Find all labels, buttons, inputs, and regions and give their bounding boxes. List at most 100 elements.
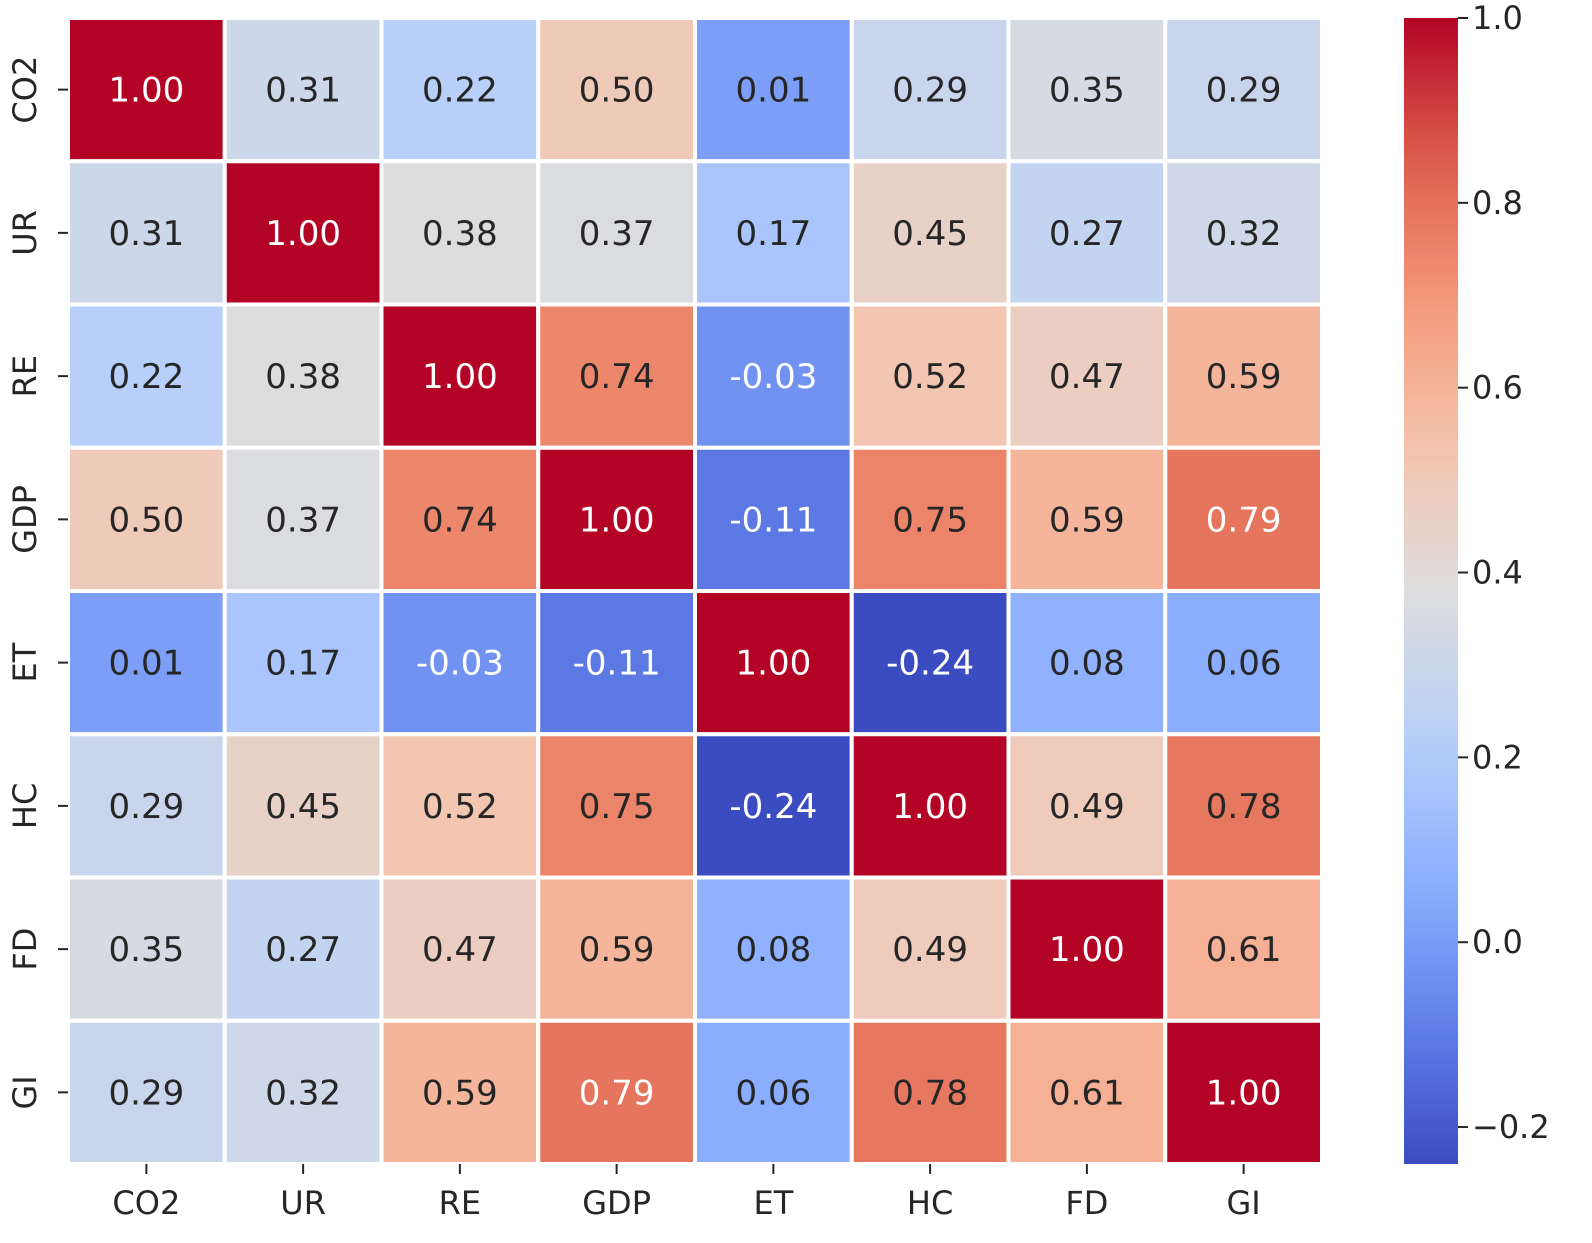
cell-value-label: 0.49 [1049, 787, 1125, 827]
y-tick-label: HC [6, 783, 44, 829]
heatmap-cell [1163, 1018, 1324, 1166]
y-tick-label: ET [6, 642, 44, 682]
heatmap-cell [1006, 302, 1168, 450]
cell-value-label: 0.45 [892, 214, 968, 254]
cell-value-label: 1.00 [579, 500, 655, 540]
heatmap-cell [222, 302, 384, 450]
cell-value-label: 0.59 [422, 1073, 498, 1113]
heatmap-cell [536, 589, 697, 737]
colorbar-gradient [1404, 18, 1458, 1164]
heatmap-cell [693, 1018, 854, 1166]
colorbar-tick-label: 0.4 [1472, 554, 1523, 592]
cell-value-label: 0.17 [265, 644, 341, 684]
cell-value-label: 0.78 [892, 1073, 968, 1113]
cell-value-label: 0.47 [422, 930, 498, 970]
cell-value-label: 0.32 [265, 1073, 341, 1113]
cell-value-label: 0.59 [579, 930, 655, 970]
x-tick-label: RE [439, 1184, 481, 1222]
x-tick-label: CO2 [112, 1184, 180, 1222]
heatmap-cell [849, 159, 1011, 307]
cell-value-label: 1.00 [1206, 1073, 1282, 1113]
heatmap-cell [693, 589, 854, 737]
heatmap-cell [1163, 302, 1324, 450]
colorbar-tick-label: 0.8 [1472, 184, 1523, 222]
cell-value-label: 0.35 [109, 930, 185, 970]
heatmap-cell [849, 302, 1011, 450]
y-tick-label: FD [6, 928, 44, 971]
y-tick-label: CO2 [6, 56, 44, 124]
cell-value-label: 0.38 [265, 357, 341, 397]
x-tick-label: UR [280, 1184, 326, 1222]
cell-value-label: 0.32 [1206, 214, 1282, 254]
cell-value-label: 0.31 [109, 214, 185, 254]
cell-value-label: 1.00 [265, 214, 341, 254]
heatmap-cell [693, 445, 854, 593]
x-tick-label: FD [1065, 1184, 1108, 1222]
cell-value-label: 0.27 [1049, 214, 1125, 254]
colorbar-tick-label: 0.2 [1472, 738, 1523, 776]
cell-value-label: 0.79 [579, 1073, 655, 1113]
heatmap-cell [66, 875, 227, 1023]
heatmap-cell [222, 732, 384, 880]
cell-value-label: -0.24 [729, 787, 817, 827]
cell-value-label: 0.17 [736, 214, 812, 254]
cell-value-label: 0.45 [265, 787, 341, 827]
cell-value-label: -0.03 [729, 357, 817, 397]
cell-value-label: 0.59 [1206, 357, 1282, 397]
cell-value-label: 0.61 [1206, 930, 1282, 970]
y-axis-ticks: CO2 UR RE GDP ET HC FD GI [6, 56, 68, 1109]
x-tick-label: ET [753, 1184, 793, 1222]
x-tick-label: GDP [582, 1184, 651, 1222]
heatmap-cell [1006, 875, 1168, 1023]
cell-value-label: 0.06 [736, 1073, 812, 1113]
cell-value-label: 0.01 [736, 71, 812, 111]
heatmap-cell [536, 302, 697, 450]
cell-value-label: 0.22 [422, 71, 498, 111]
cell-value-label: 0.59 [1049, 500, 1125, 540]
cell-value-label: 0.29 [109, 1073, 185, 1113]
heatmap-cell [379, 875, 541, 1023]
heatmap-cell [222, 875, 384, 1023]
cell-value-label: 0.08 [1049, 644, 1125, 684]
cell-value-label: 0.49 [892, 930, 968, 970]
cell-value-label: 0.74 [579, 357, 655, 397]
cell-value-label: 0.29 [1206, 71, 1282, 111]
cell-value-label: 0.52 [422, 787, 498, 827]
cell-value-label: 0.08 [736, 930, 812, 970]
cell-value-label: 1.00 [109, 71, 185, 111]
cell-value-label: 1.00 [1049, 930, 1125, 970]
cell-value-label: 0.78 [1206, 787, 1282, 827]
x-axis-ticks: CO2 UR RE GDP ET HC FD GI [112, 1164, 1261, 1222]
cell-value-label: 0.06 [1206, 644, 1282, 684]
cell-value-label: 0.50 [109, 500, 185, 540]
heatmap-cell [1006, 732, 1168, 880]
heatmap-cell [536, 159, 697, 307]
cell-value-label: 0.37 [579, 214, 655, 254]
heatmap-cell [1163, 732, 1324, 880]
y-tick-label: GDP [6, 485, 44, 554]
cell-value-label: 0.38 [422, 214, 498, 254]
colorbar-tick-label: 0.0 [1472, 923, 1523, 961]
cell-value-label: 0.52 [892, 357, 968, 397]
cell-value-label: 0.29 [892, 71, 968, 111]
heatmap-cell [693, 732, 854, 880]
cell-value-label: 1.00 [422, 357, 498, 397]
cell-value-label: 0.35 [1049, 71, 1125, 111]
heatmap-cell [536, 445, 697, 593]
colorbar-tick-label: −0.2 [1472, 1108, 1550, 1146]
cell-value-label: 0.29 [109, 787, 185, 827]
heatmap-cell [849, 875, 1011, 1023]
cell-value-label: 0.47 [1049, 357, 1125, 397]
colorbar-tick-label: 1.0 [1472, 0, 1523, 37]
cell-value-label: -0.24 [886, 644, 974, 684]
heatmap-cell [693, 302, 854, 450]
heatmap-cell [693, 875, 854, 1023]
cell-value-label: -0.11 [573, 644, 661, 684]
colorbar-tick-label: 0.6 [1472, 369, 1523, 407]
heatmap-cell [379, 445, 541, 593]
heatmap-cell [1163, 159, 1324, 307]
cell-value-label: -0.11 [729, 500, 817, 540]
cell-value-label: 0.79 [1206, 500, 1282, 540]
x-tick-label: GI [1227, 1184, 1261, 1222]
